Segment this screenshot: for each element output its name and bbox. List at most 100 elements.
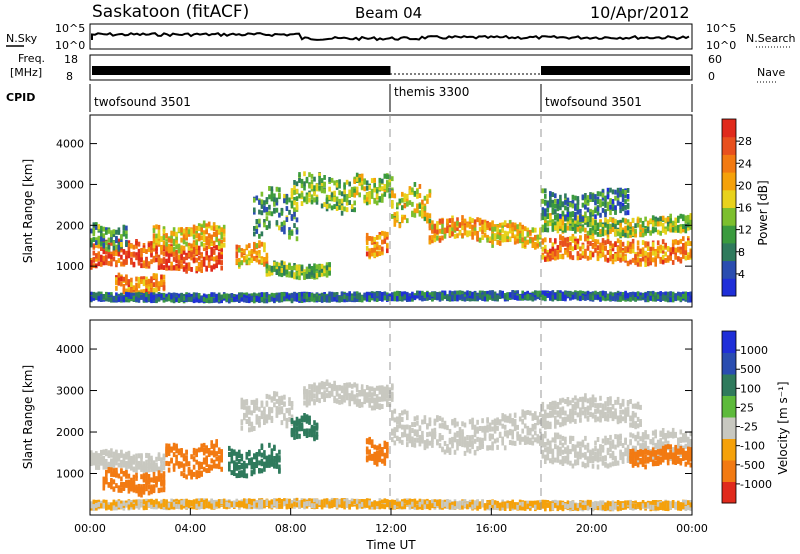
heatmap-cell bbox=[416, 193, 419, 199]
heatmap-cell bbox=[265, 418, 269, 424]
heatmap-cell bbox=[556, 290, 560, 296]
heatmap-cell bbox=[120, 242, 123, 247]
heatmap-cell bbox=[283, 265, 286, 270]
heatmap-cell bbox=[102, 485, 106, 491]
heatmap-cell bbox=[368, 295, 371, 301]
heatmap-cell bbox=[215, 232, 218, 238]
heatmap-cell bbox=[285, 423, 289, 429]
colorbar-swatch bbox=[722, 189, 736, 208]
heatmap-cell bbox=[127, 480, 131, 486]
heatmap-cell bbox=[212, 463, 216, 469]
heatmap-cell bbox=[258, 200, 261, 205]
heatmap-cell bbox=[473, 219, 477, 225]
heatmap-cell bbox=[483, 232, 487, 238]
heatmap-cell bbox=[162, 487, 166, 493]
heatmap-cell bbox=[195, 470, 198, 476]
heatmap-cell bbox=[508, 228, 512, 234]
heatmap-cell bbox=[235, 473, 239, 479]
heatmap-cell bbox=[559, 293, 562, 298]
heatmap-cell bbox=[145, 276, 148, 282]
heatmap-cell bbox=[649, 251, 652, 257]
heatmap-cell bbox=[340, 205, 344, 211]
heatmap-cell bbox=[100, 451, 103, 457]
heatmap-cell bbox=[421, 199, 424, 205]
heatmap-cell bbox=[217, 252, 221, 258]
heatmap-cell bbox=[398, 198, 402, 204]
heatmap-cell bbox=[305, 293, 309, 299]
heatmap-cell bbox=[644, 241, 647, 247]
heatmap-cell bbox=[115, 244, 118, 250]
heatmap-cell bbox=[666, 226, 670, 232]
freq-trace-2 bbox=[541, 66, 690, 75]
heatmap-cell bbox=[220, 260, 223, 265]
heatmap-cell bbox=[270, 196, 274, 202]
heatmap-cell bbox=[212, 448, 216, 454]
heatmap-cell bbox=[315, 397, 319, 402]
heatmap-cell bbox=[253, 453, 256, 459]
heatmap-cell bbox=[147, 247, 151, 253]
heatmap-cell bbox=[177, 260, 181, 266]
heatmap-cell bbox=[155, 245, 158, 251]
heatmap-cell bbox=[278, 468, 281, 474]
heatmap-cell bbox=[684, 295, 688, 301]
heatmap-cell bbox=[596, 226, 600, 231]
heatmap-cell bbox=[92, 256, 96, 262]
heatmap-cell bbox=[614, 296, 617, 302]
heatmap-cell bbox=[265, 271, 269, 277]
heatmap-cell bbox=[280, 208, 284, 213]
heatmap-cell bbox=[195, 249, 198, 255]
heatmap-cell bbox=[471, 296, 474, 302]
heatmap-cell bbox=[604, 230, 607, 236]
heatmap-cell bbox=[358, 181, 361, 186]
heatmap-cell bbox=[255, 243, 259, 249]
heatmap-cell bbox=[396, 202, 399, 208]
heatmap-cell bbox=[541, 294, 545, 300]
heatmap-cell bbox=[491, 239, 494, 245]
heatmap-cell bbox=[649, 246, 652, 252]
heatmap-cell bbox=[315, 431, 319, 437]
heatmap-cell bbox=[270, 397, 274, 403]
heatmap-cell bbox=[230, 470, 234, 476]
heatmap-cell bbox=[150, 292, 153, 298]
heatmap-cell bbox=[544, 208, 547, 214]
heatmap-cell bbox=[664, 217, 667, 223]
heatmap-cell bbox=[170, 251, 173, 257]
heatmap-cell bbox=[117, 258, 121, 263]
heatmap-cell bbox=[584, 236, 587, 242]
heatmap-cell bbox=[438, 228, 442, 234]
heatmap-cell bbox=[370, 236, 374, 242]
heatmap-cell bbox=[571, 246, 575, 252]
heatmap-cell bbox=[428, 192, 432, 198]
heatmap-cell bbox=[614, 210, 617, 215]
heatmap-cell bbox=[343, 297, 346, 303]
heatmap-cell bbox=[162, 257, 166, 262]
heatmap-cell bbox=[611, 259, 615, 265]
heatmap-cell bbox=[441, 229, 444, 235]
heatmap-cell bbox=[305, 197, 309, 203]
heatmap-cell bbox=[559, 194, 562, 200]
heatmap-cell bbox=[210, 440, 213, 446]
heatmap-cell bbox=[624, 210, 627, 216]
heatmap-cell bbox=[629, 248, 632, 254]
heatmap-cell bbox=[651, 245, 655, 251]
heatmap-cell bbox=[581, 244, 585, 250]
heatmap-cell bbox=[212, 460, 216, 466]
heatmap-cell bbox=[348, 291, 351, 297]
heatmap-cell bbox=[295, 188, 299, 194]
colorbar-tick-label: 8 bbox=[738, 246, 745, 259]
heatmap-cell bbox=[333, 180, 336, 186]
heatmap-cell bbox=[293, 296, 296, 302]
heatmap-cell bbox=[258, 415, 261, 421]
heatmap-cell bbox=[431, 228, 434, 234]
heatmap-cell bbox=[145, 292, 148, 297]
heatmap-cell bbox=[220, 265, 223, 271]
heatmap-cell bbox=[162, 265, 166, 270]
heatmap-cell bbox=[197, 470, 201, 476]
heatmap-cell bbox=[584, 291, 587, 297]
heatmap-cell bbox=[150, 288, 153, 293]
heatmap-cell bbox=[253, 246, 256, 252]
heatmap-cell bbox=[142, 296, 146, 302]
heatmap-cell bbox=[496, 229, 499, 235]
heatmap-cell bbox=[90, 239, 93, 245]
heatmap-cell bbox=[238, 247, 241, 253]
